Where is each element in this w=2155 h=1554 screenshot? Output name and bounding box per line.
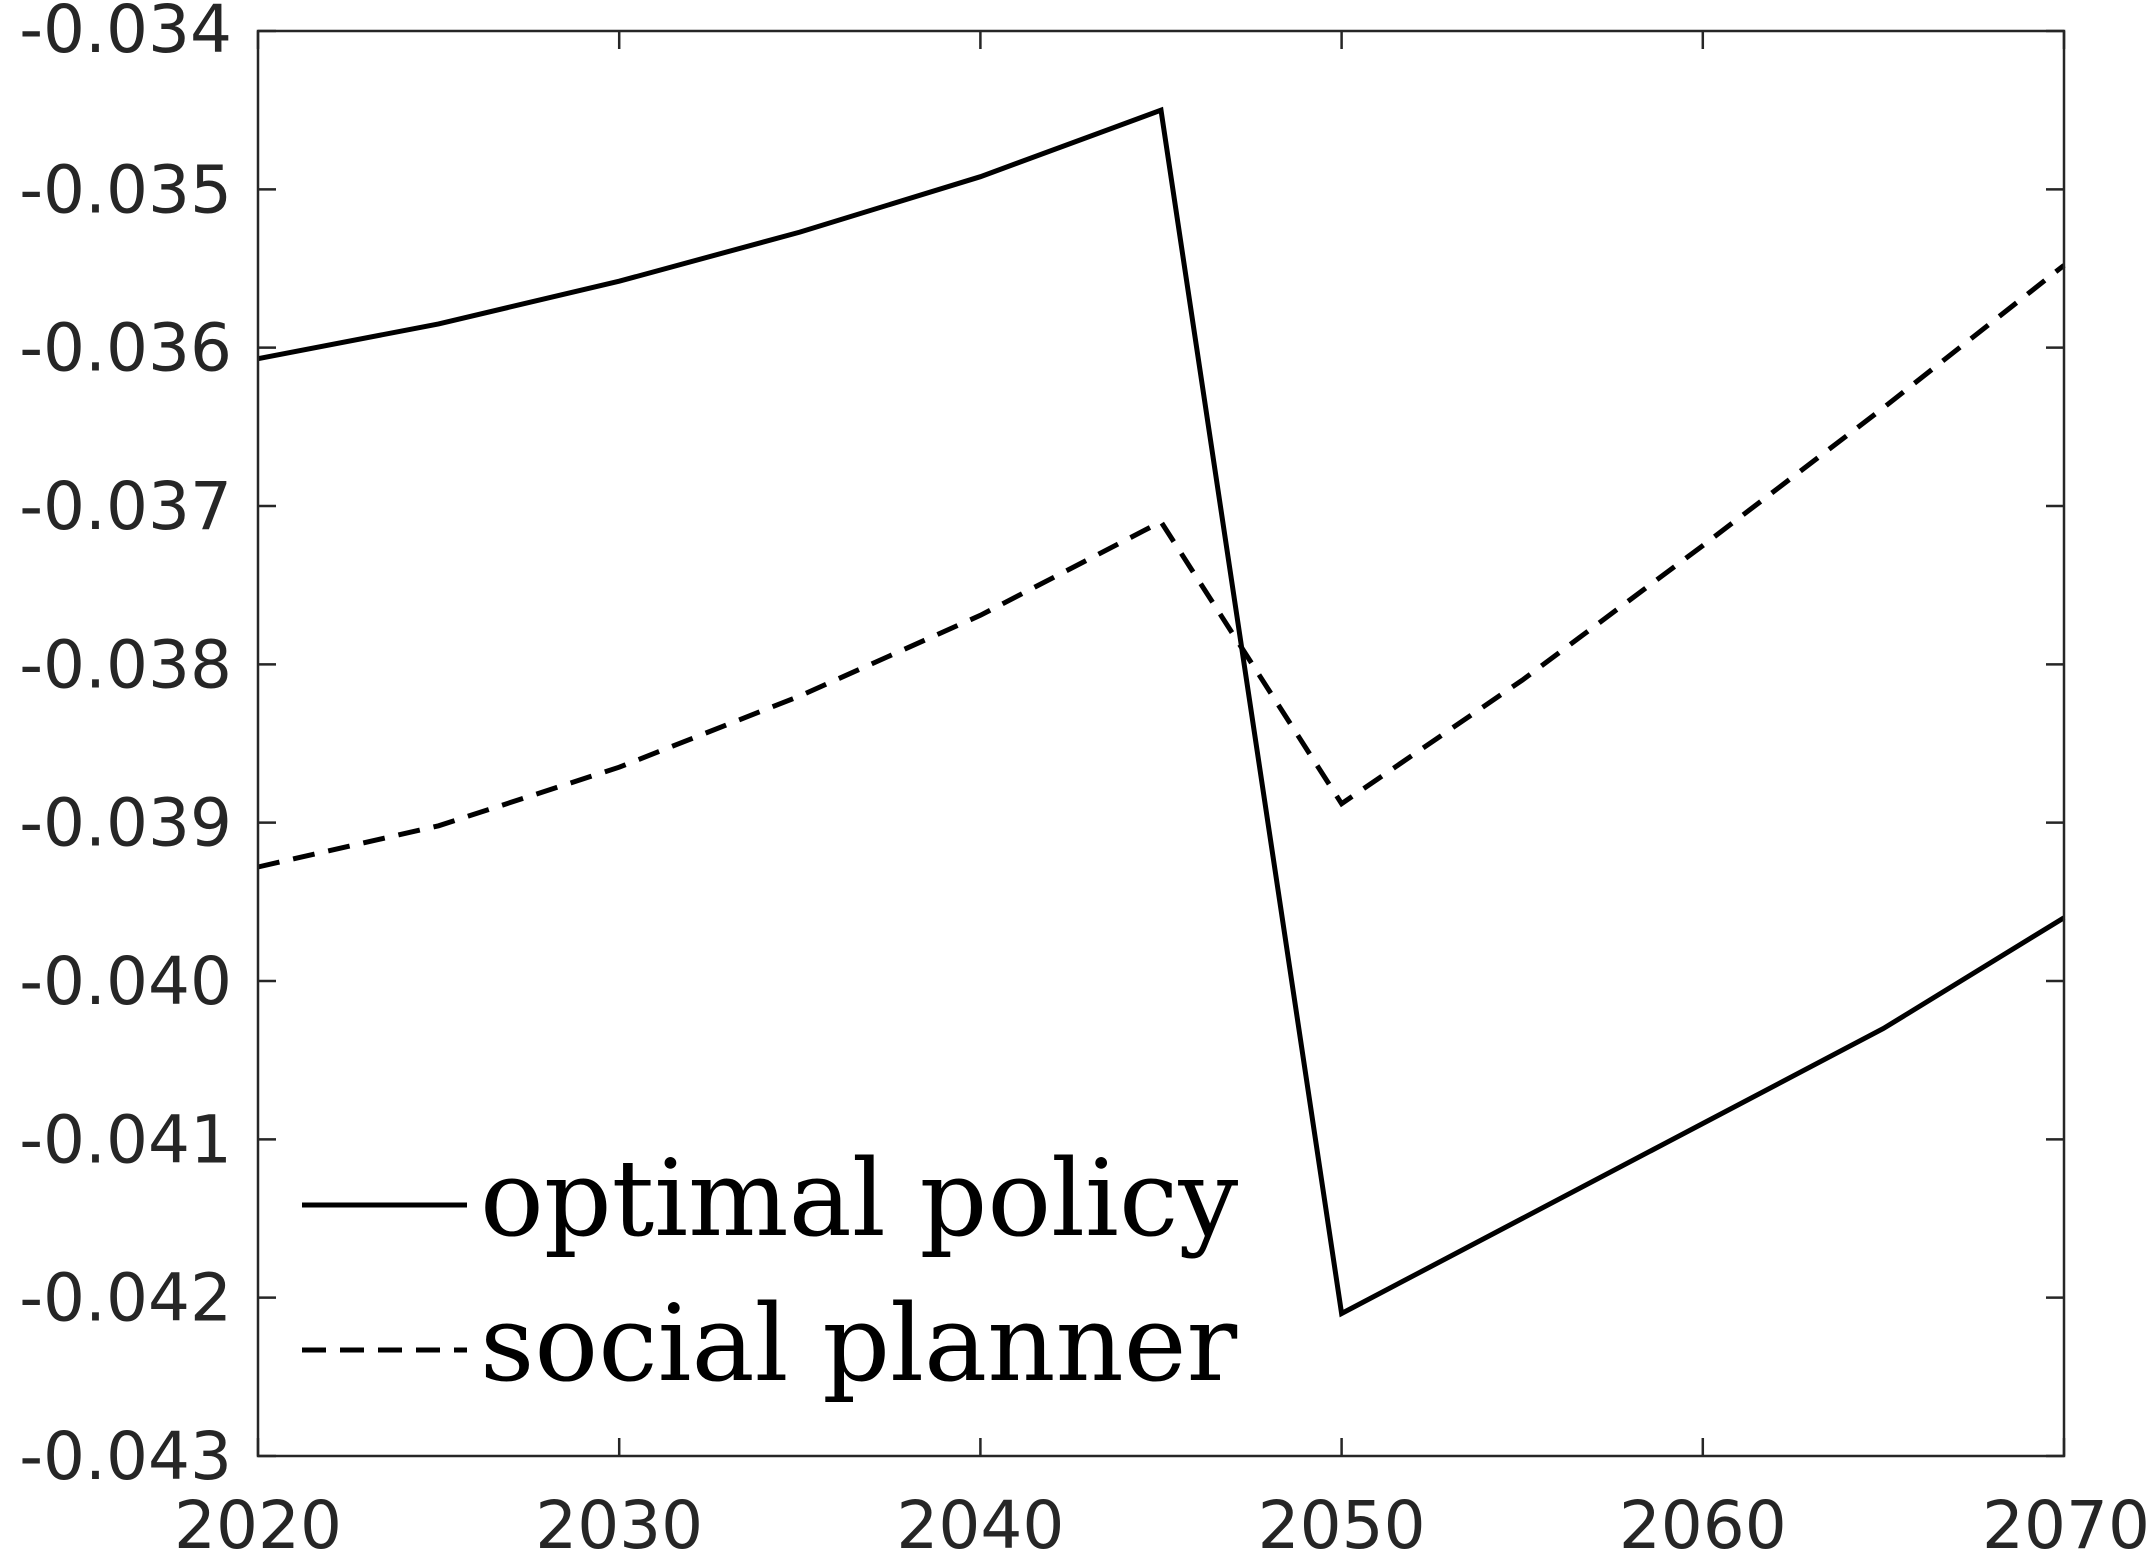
series-line-optimal-policy: [257, 106, 2066, 1318]
x-tick-label: 2060: [1619, 1487, 1787, 1554]
x-axis-tick-labels: 2020 2030 2040 2050 2060 2070: [174, 1487, 2150, 1554]
y-tick-label: -0.036: [19, 310, 232, 387]
legend-label-optimal-policy: optimal policy: [480, 1137, 1238, 1260]
y-tick-label: -0.034: [19, 0, 232, 68]
plot-area: [258, 31, 2064, 1456]
y-tick-label: -0.042: [19, 1260, 232, 1337]
y-tick-label: -0.040: [19, 943, 232, 1020]
legend-label-social-planner: social planner: [480, 1282, 1237, 1405]
x-tick-label: 2030: [535, 1487, 703, 1554]
x-tick-label: 2040: [896, 1487, 1064, 1554]
x-tick-label: 2070: [1982, 1487, 2150, 1554]
plot-frame: [256, 29, 2066, 1458]
y-tick-label: -0.038: [19, 626, 232, 703]
y-tick-label: -0.039: [19, 785, 232, 862]
y-tick-label: -0.041: [19, 1101, 232, 1178]
y-tick-label: -0.037: [19, 468, 232, 545]
y-tick-label: -0.043: [19, 1418, 232, 1495]
x-tick-label: 2020: [174, 1487, 342, 1554]
series-lines: [257, 106, 2066, 1318]
y-tick-label: -0.035: [19, 151, 232, 228]
y-axis-tick-labels: -0.043 -0.042 -0.041 -0.040 -0.039 -0.038 -0.0…: [19, 0, 232, 1495]
legend: optimal policy social planner: [302, 1137, 1238, 1405]
x-tick-label: 2050: [1258, 1487, 1426, 1554]
